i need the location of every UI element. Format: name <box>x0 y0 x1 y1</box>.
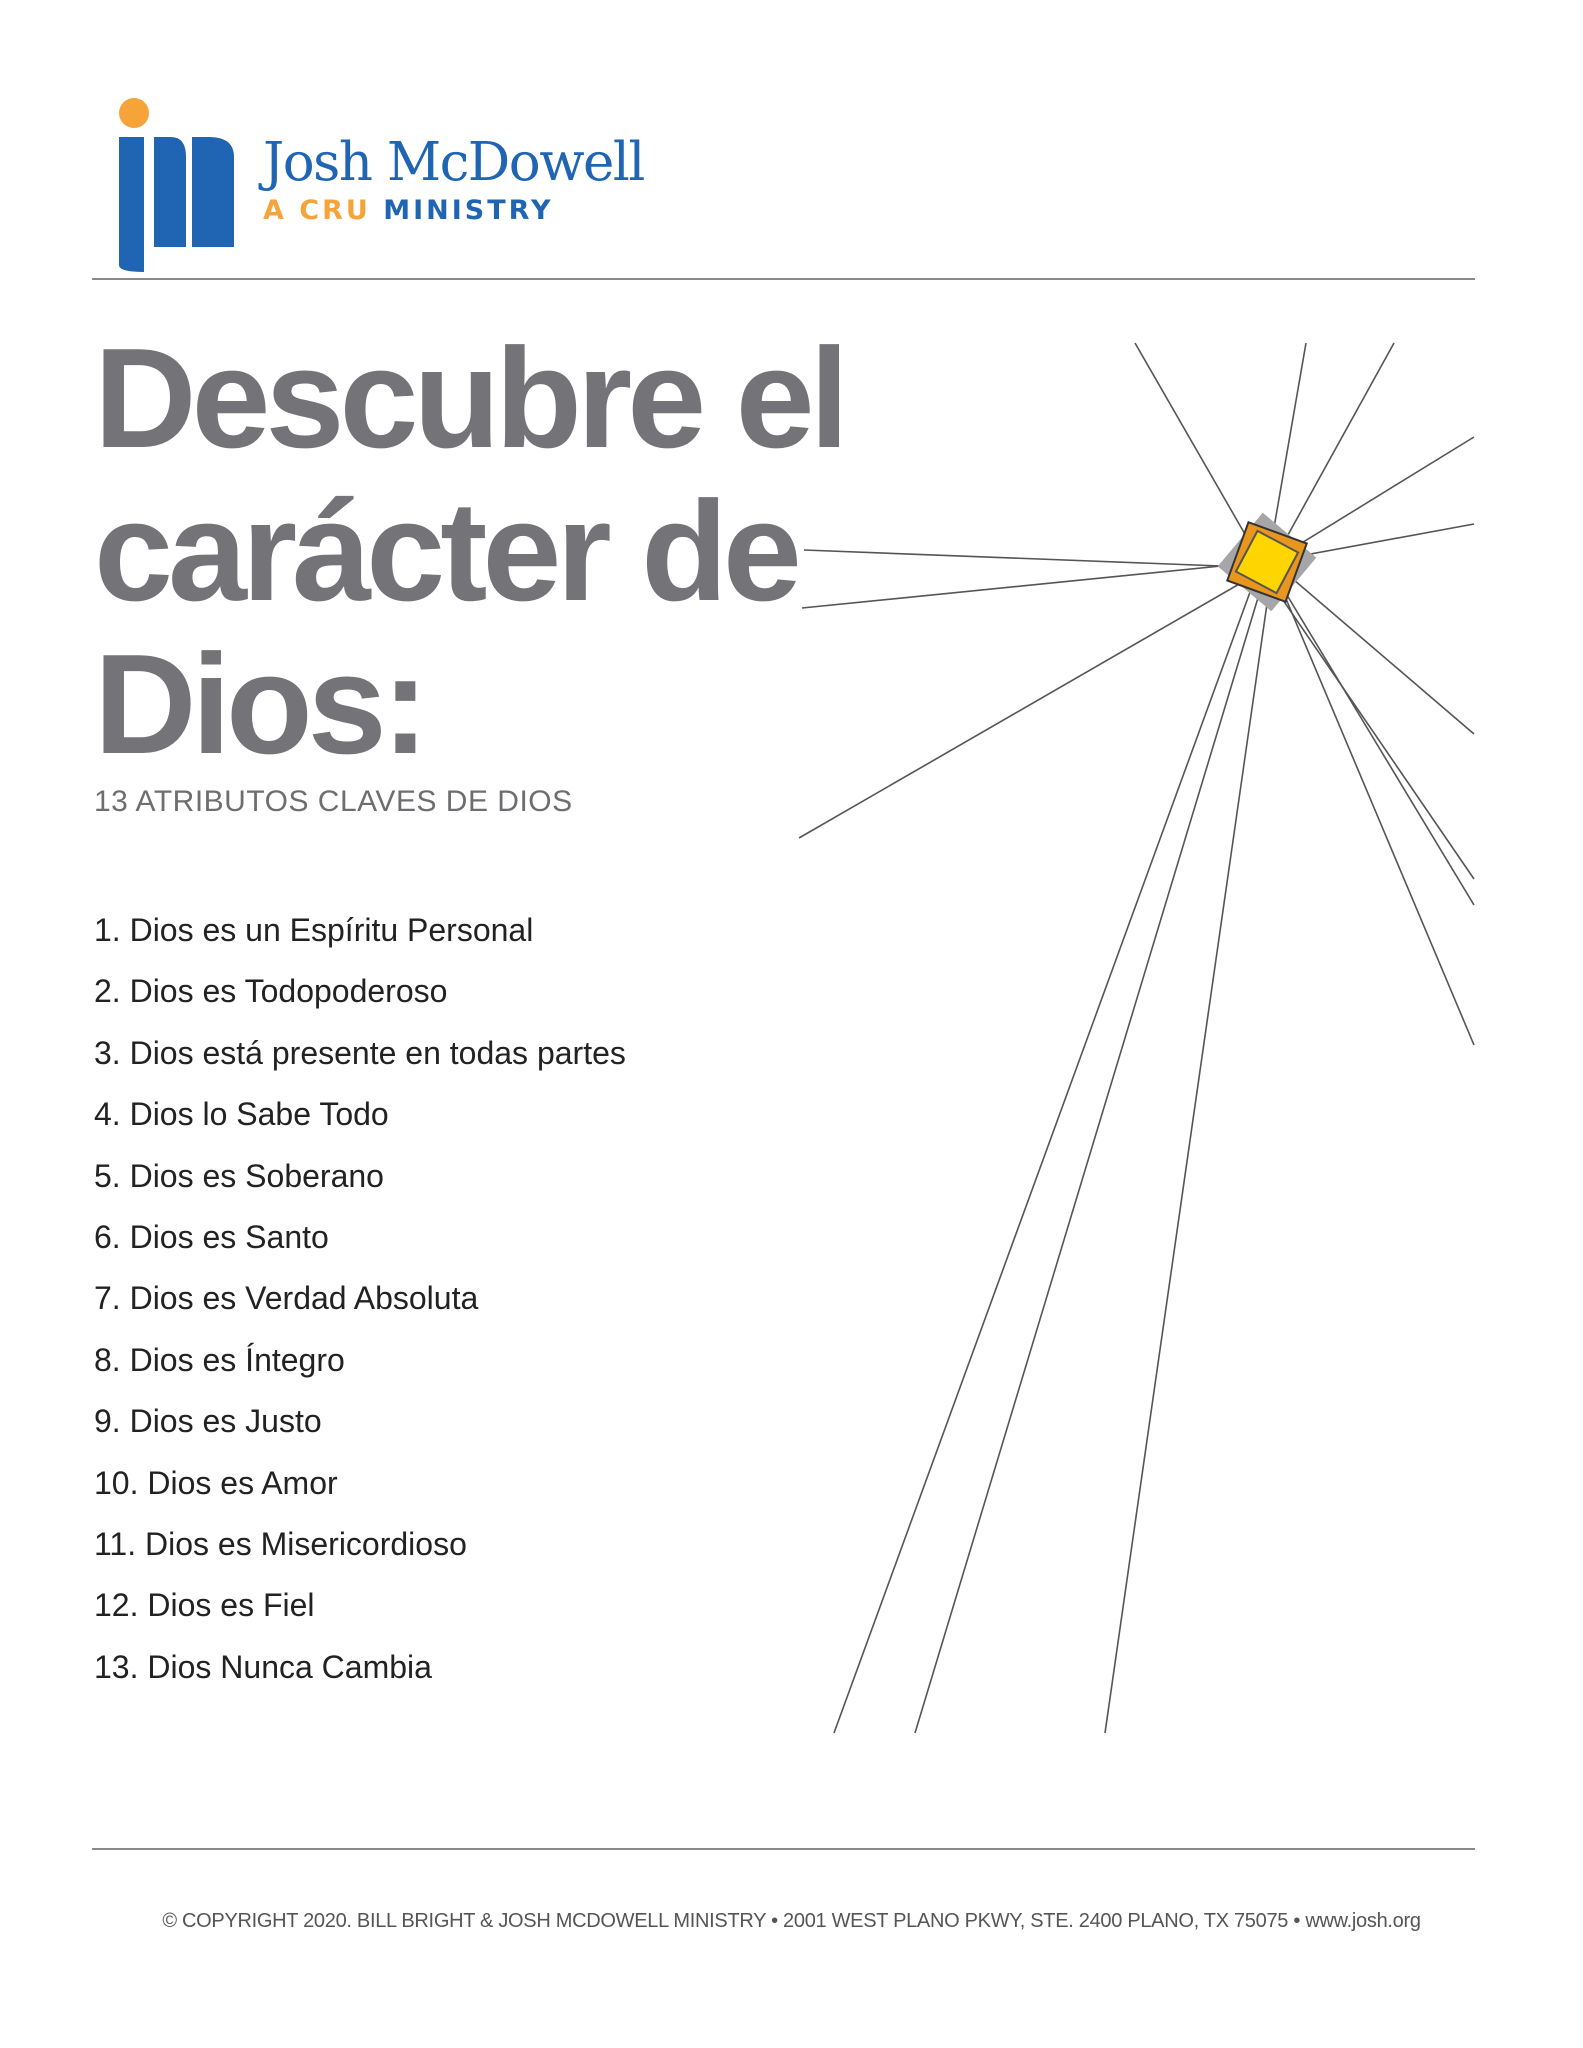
list-item: 5. Dios es Soberano <box>94 1157 384 1194</box>
ray-line <box>914 567 1268 1734</box>
list-item: 1. Dios es un Espíritu Personal <box>94 912 534 948</box>
ray-line <box>803 549 1274 569</box>
jm-logo-mark <box>119 98 234 272</box>
list-item: 10. Dios es Amor <box>94 1464 338 1501</box>
page-title: Descubre el carácter de Dios: <box>94 319 849 784</box>
list-item: 12. Dios es Fiel <box>94 1587 315 1624</box>
footer-copyright: © COPYRIGHT 2020. BILL BRIGHT & JOSH MCD… <box>162 1910 1421 1932</box>
ray-line <box>1272 567 1475 1046</box>
list-item: 3. Dios está presente en todas partes <box>94 1034 626 1071</box>
list-item: 11. Dios es Misericordioso <box>94 1525 467 1562</box>
ray-line <box>1134 342 1262 563</box>
list-item: 2. Dios es Todopoderoso <box>94 973 448 1010</box>
ray-line <box>801 561 1262 609</box>
ray-line <box>1266 561 1475 906</box>
subtitle: 13 ATRIBUTOS CLAVES DE DIOS <box>94 785 573 818</box>
tagline-ministry: MINISTRY <box>383 195 554 226</box>
list-item: 7. Dios es Verdad Absoluta <box>94 1280 479 1317</box>
list-item: 6. Dios es Santo <box>94 1218 329 1255</box>
ray-line <box>833 561 1262 1734</box>
list-item: 13. Dios Nunca Cambia <box>94 1648 432 1685</box>
ray-line <box>1260 567 1475 880</box>
list-item: 8. Dios es Íntegro <box>94 1341 345 1378</box>
top-divider <box>92 278 1475 280</box>
ray-line <box>798 567 1268 839</box>
ray-line <box>1272 561 1475 735</box>
list-item: 4. Dios lo Sabe Todo <box>94 1096 389 1133</box>
attributes-list: 1. Dios es un Espíritu Personal 2. Dios … <box>94 900 626 1698</box>
tagline-cru: A CRU <box>263 195 371 226</box>
bottom-divider <box>92 1848 1475 1850</box>
brand-tagline: A CRU MINISTRY <box>263 195 554 226</box>
list-item: 9. Dios es Justo <box>94 1403 322 1440</box>
brand-name: Josh McDowell <box>263 132 645 193</box>
ray-line <box>1272 342 1395 563</box>
ray-line <box>1104 561 1274 1734</box>
center-square <box>1234 529 1300 595</box>
